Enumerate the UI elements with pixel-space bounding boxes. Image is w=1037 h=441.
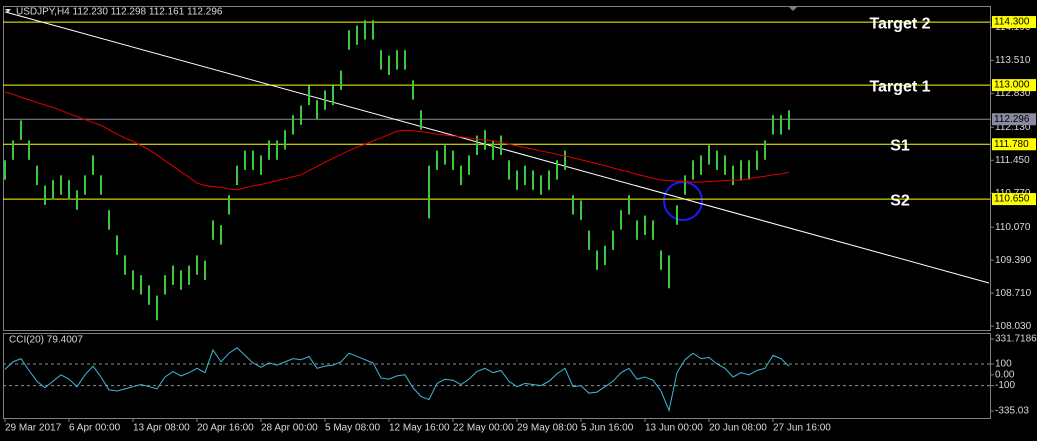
x-tick-label: 5 Jun 16:00 <box>581 423 634 434</box>
x-tick-label: 29 Mar 2017 <box>5 423 62 434</box>
y-tick-label: 331.7186 <box>995 334 1037 345</box>
x-tick-label: 5 May 08:00 <box>325 423 380 434</box>
indicator-title: CCI(20) 79.4007 <box>9 335 83 346</box>
y-tick-label: 100 <box>995 359 1012 370</box>
y-tick-label: 109.390 <box>995 255 1032 266</box>
main-panel <box>3 6 991 331</box>
cci-panel <box>3 333 991 419</box>
x-tick-label: 20 Apr 16:00 <box>197 423 254 434</box>
level-note: S1 <box>890 137 910 154</box>
y-tick-label: 112.830 <box>995 88 1031 99</box>
level-label: 110.650 <box>994 194 1030 205</box>
level-label: 112.296 <box>994 114 1030 125</box>
x-tick-label: 12 May 16:00 <box>389 423 450 434</box>
shift-marker <box>788 6 798 11</box>
y-tick-label: 113.510 <box>995 55 1031 66</box>
chart-title: USDJPY,H4 112.230 112.298 112.161 112.29… <box>16 7 223 18</box>
cci-line <box>4 347 790 413</box>
x-tick-label: 22 May 00:00 <box>453 423 514 434</box>
level-label-box <box>992 79 1036 92</box>
level-label: 113.000 <box>994 80 1030 91</box>
x-tick-label: 28 Apr 00:00 <box>261 423 318 434</box>
y-tick-label: 108.030 <box>995 321 1032 332</box>
y-tick-label: 0.00 <box>995 369 1015 380</box>
level-label-box <box>992 16 1036 29</box>
menu-icon[interactable] <box>5 9 11 13</box>
x-tick-label: 20 Jun 08:00 <box>709 423 767 434</box>
level-label: 111.780 <box>994 139 1029 150</box>
level-label-box <box>992 193 1036 206</box>
y-tick-label: -100 <box>995 380 1015 391</box>
level-label-box <box>992 138 1036 151</box>
level-label-box <box>992 113 1036 126</box>
x-tick-label: 27 Jun 16:00 <box>773 423 831 434</box>
level-label: 114.300 <box>994 17 1030 28</box>
x-tick-label: 13 Apr 08:00 <box>133 423 190 434</box>
y-tick-label: 111.450 <box>995 155 1030 166</box>
y-tick-label: 108.710 <box>995 288 1032 299</box>
moving-average <box>4 91 790 191</box>
level-note: Target 1 <box>869 78 930 95</box>
trendline <box>4 11 990 284</box>
x-tick-label: 6 Apr 00:00 <box>69 423 121 434</box>
y-tick-label: -335.03 <box>995 406 1029 417</box>
level-note: Target 2 <box>869 15 930 32</box>
y-tick-label: 112.130 <box>995 122 1031 133</box>
y-tick-label: 110.070 <box>995 222 1031 233</box>
highlight-circle <box>663 181 703 221</box>
x-tick-label: 13 Jun 00:00 <box>645 423 703 434</box>
x-tick-label: 29 May 08:00 <box>517 423 578 434</box>
level-note: S2 <box>890 192 910 209</box>
